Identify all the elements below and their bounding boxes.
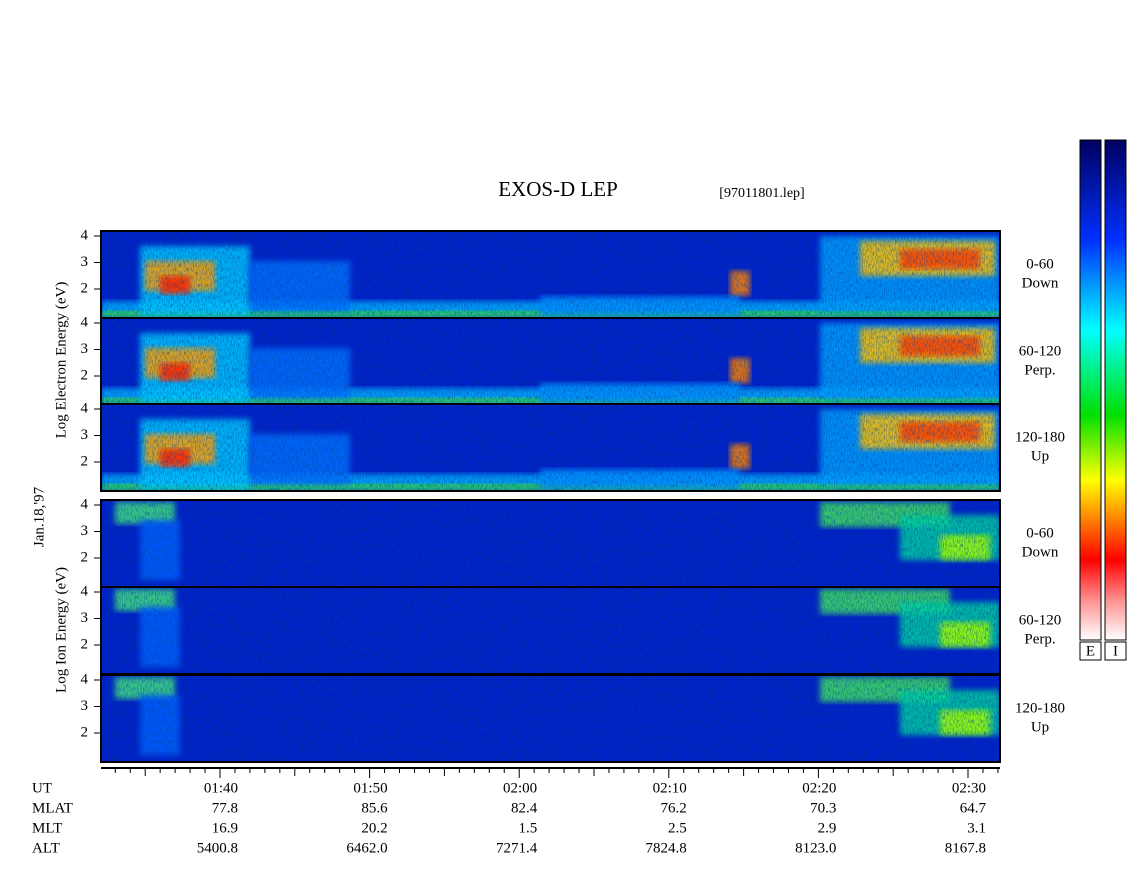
panel-frame bbox=[100, 674, 1001, 763]
spectrogram bbox=[101, 231, 1000, 318]
ephemeris-value: 6462.0 bbox=[346, 840, 387, 856]
ephemeris-value: 02:30 bbox=[952, 780, 986, 796]
speckle bbox=[101, 500, 1000, 587]
ephemeris-value: 02:00 bbox=[503, 780, 537, 796]
ephemeris-value: 85.6 bbox=[361, 800, 388, 816]
ephemeris-value: 76.2 bbox=[661, 800, 687, 816]
panel-frame bbox=[100, 403, 1001, 492]
speckle bbox=[101, 231, 1000, 318]
ephemeris-value: 20.2 bbox=[361, 820, 387, 836]
ephemeris-value: 01:50 bbox=[353, 780, 387, 796]
ephemeris-value: 1.5 bbox=[518, 820, 537, 836]
ephemeris-value: 7824.8 bbox=[646, 840, 687, 856]
energy-tick-label: 4 bbox=[81, 400, 89, 416]
colorbar-label-box bbox=[1079, 641, 1102, 661]
ephemeris-value: 02:10 bbox=[653, 780, 687, 796]
ephemeris-label: ALT bbox=[32, 840, 60, 856]
speckle bbox=[101, 404, 1000, 491]
energy-tick-label: 4 bbox=[81, 671, 89, 687]
energy-tick-label: 2 bbox=[81, 453, 89, 469]
energy-tick-label: 3 bbox=[81, 341, 89, 357]
energy-tick-label: 3 bbox=[81, 523, 89, 539]
direction-label: Perp. bbox=[1024, 631, 1055, 647]
direction-label: Down bbox=[1022, 275, 1059, 291]
spectrogram bbox=[101, 500, 1000, 587]
energy-tick-label: 2 bbox=[81, 549, 89, 565]
colorbar-label-box bbox=[1104, 641, 1127, 661]
direction-label: Up bbox=[1031, 719, 1049, 735]
ephemeris-label: MLAT bbox=[32, 800, 73, 816]
energy-tick-label: 3 bbox=[81, 610, 89, 626]
energy-tick-label: 2 bbox=[81, 280, 89, 296]
energy-tick-label: 4 bbox=[81, 496, 89, 512]
energy-tick-label: 4 bbox=[81, 314, 89, 330]
energy-tick-label: 2 bbox=[81, 367, 89, 383]
ephemeris-value: 8123.0 bbox=[795, 840, 836, 856]
ephemeris-value: 82.4 bbox=[511, 800, 538, 816]
colorbar-label: E bbox=[1086, 643, 1095, 659]
ephemeris-value: 70.3 bbox=[810, 800, 836, 816]
ephemeris-value: 3.1 bbox=[967, 820, 986, 836]
colorbar bbox=[1079, 139, 1102, 641]
electron-axis-label: Log Electron Energy (eV) bbox=[53, 282, 69, 439]
pitch-label: 60-120 bbox=[1019, 612, 1062, 628]
pitch-label: 0-60 bbox=[1026, 256, 1054, 272]
ephemeris-value: 8167.8 bbox=[945, 840, 986, 856]
date-label: Jan.18,'97 bbox=[31, 486, 47, 547]
ion-axis-label: Log Ion Energy (eV) bbox=[53, 567, 69, 693]
energy-tick-label: 2 bbox=[81, 724, 89, 740]
spectrogram bbox=[101, 675, 1000, 762]
pitch-label: 120-180 bbox=[1015, 700, 1065, 716]
energy-tick-label: 3 bbox=[81, 698, 89, 714]
spectrogram bbox=[101, 318, 1000, 405]
ephemeris-value: 7271.4 bbox=[496, 840, 538, 856]
ephemeris-value: 01:40 bbox=[204, 780, 238, 796]
pitch-label: 120-180 bbox=[1015, 429, 1065, 445]
direction-label: Perp. bbox=[1024, 362, 1055, 378]
colorbar bbox=[1104, 139, 1127, 641]
ephemeris-value: 16.9 bbox=[212, 820, 238, 836]
spectrogram bbox=[101, 587, 1000, 674]
energy-tick-label: 3 bbox=[81, 254, 89, 270]
ephemeris-value: 5400.8 bbox=[197, 840, 238, 856]
ephemeris-value: 2.5 bbox=[668, 820, 687, 836]
panels: 4 3 2 0-60 Down 4 3 2 60-120 Perp. 4 3 2 120-180 Up 4 3 2… bbox=[81, 227, 1065, 763]
energy-tick-label: 4 bbox=[81, 583, 89, 599]
direction-label: Up bbox=[1031, 448, 1049, 464]
colorbar-label: I bbox=[1113, 643, 1118, 659]
ephemeris-value: 02:20 bbox=[802, 780, 836, 796]
pitch-label: 0-60 bbox=[1026, 525, 1054, 541]
title: EXOS-D LEP bbox=[498, 177, 618, 201]
ephemeris-label: UT bbox=[32, 780, 52, 796]
ephemeris-value: 2.9 bbox=[818, 820, 837, 836]
pitch-label: 60-120 bbox=[1019, 343, 1062, 359]
ephemeris-label: MLT bbox=[32, 820, 62, 836]
ephemeris-value: 64.7 bbox=[960, 800, 987, 816]
speckle bbox=[101, 675, 1000, 762]
file-label: [97011801.lep] bbox=[719, 186, 804, 201]
direction-label: Down bbox=[1022, 544, 1059, 560]
spectrogram bbox=[101, 404, 1000, 491]
energy-tick-label: 2 bbox=[81, 636, 89, 652]
ephemeris-value: 77.8 bbox=[212, 800, 238, 816]
speckle bbox=[101, 587, 1000, 674]
energy-tick-label: 4 bbox=[81, 227, 89, 243]
speckle bbox=[101, 318, 1000, 405]
energy-tick-label: 3 bbox=[81, 427, 89, 443]
